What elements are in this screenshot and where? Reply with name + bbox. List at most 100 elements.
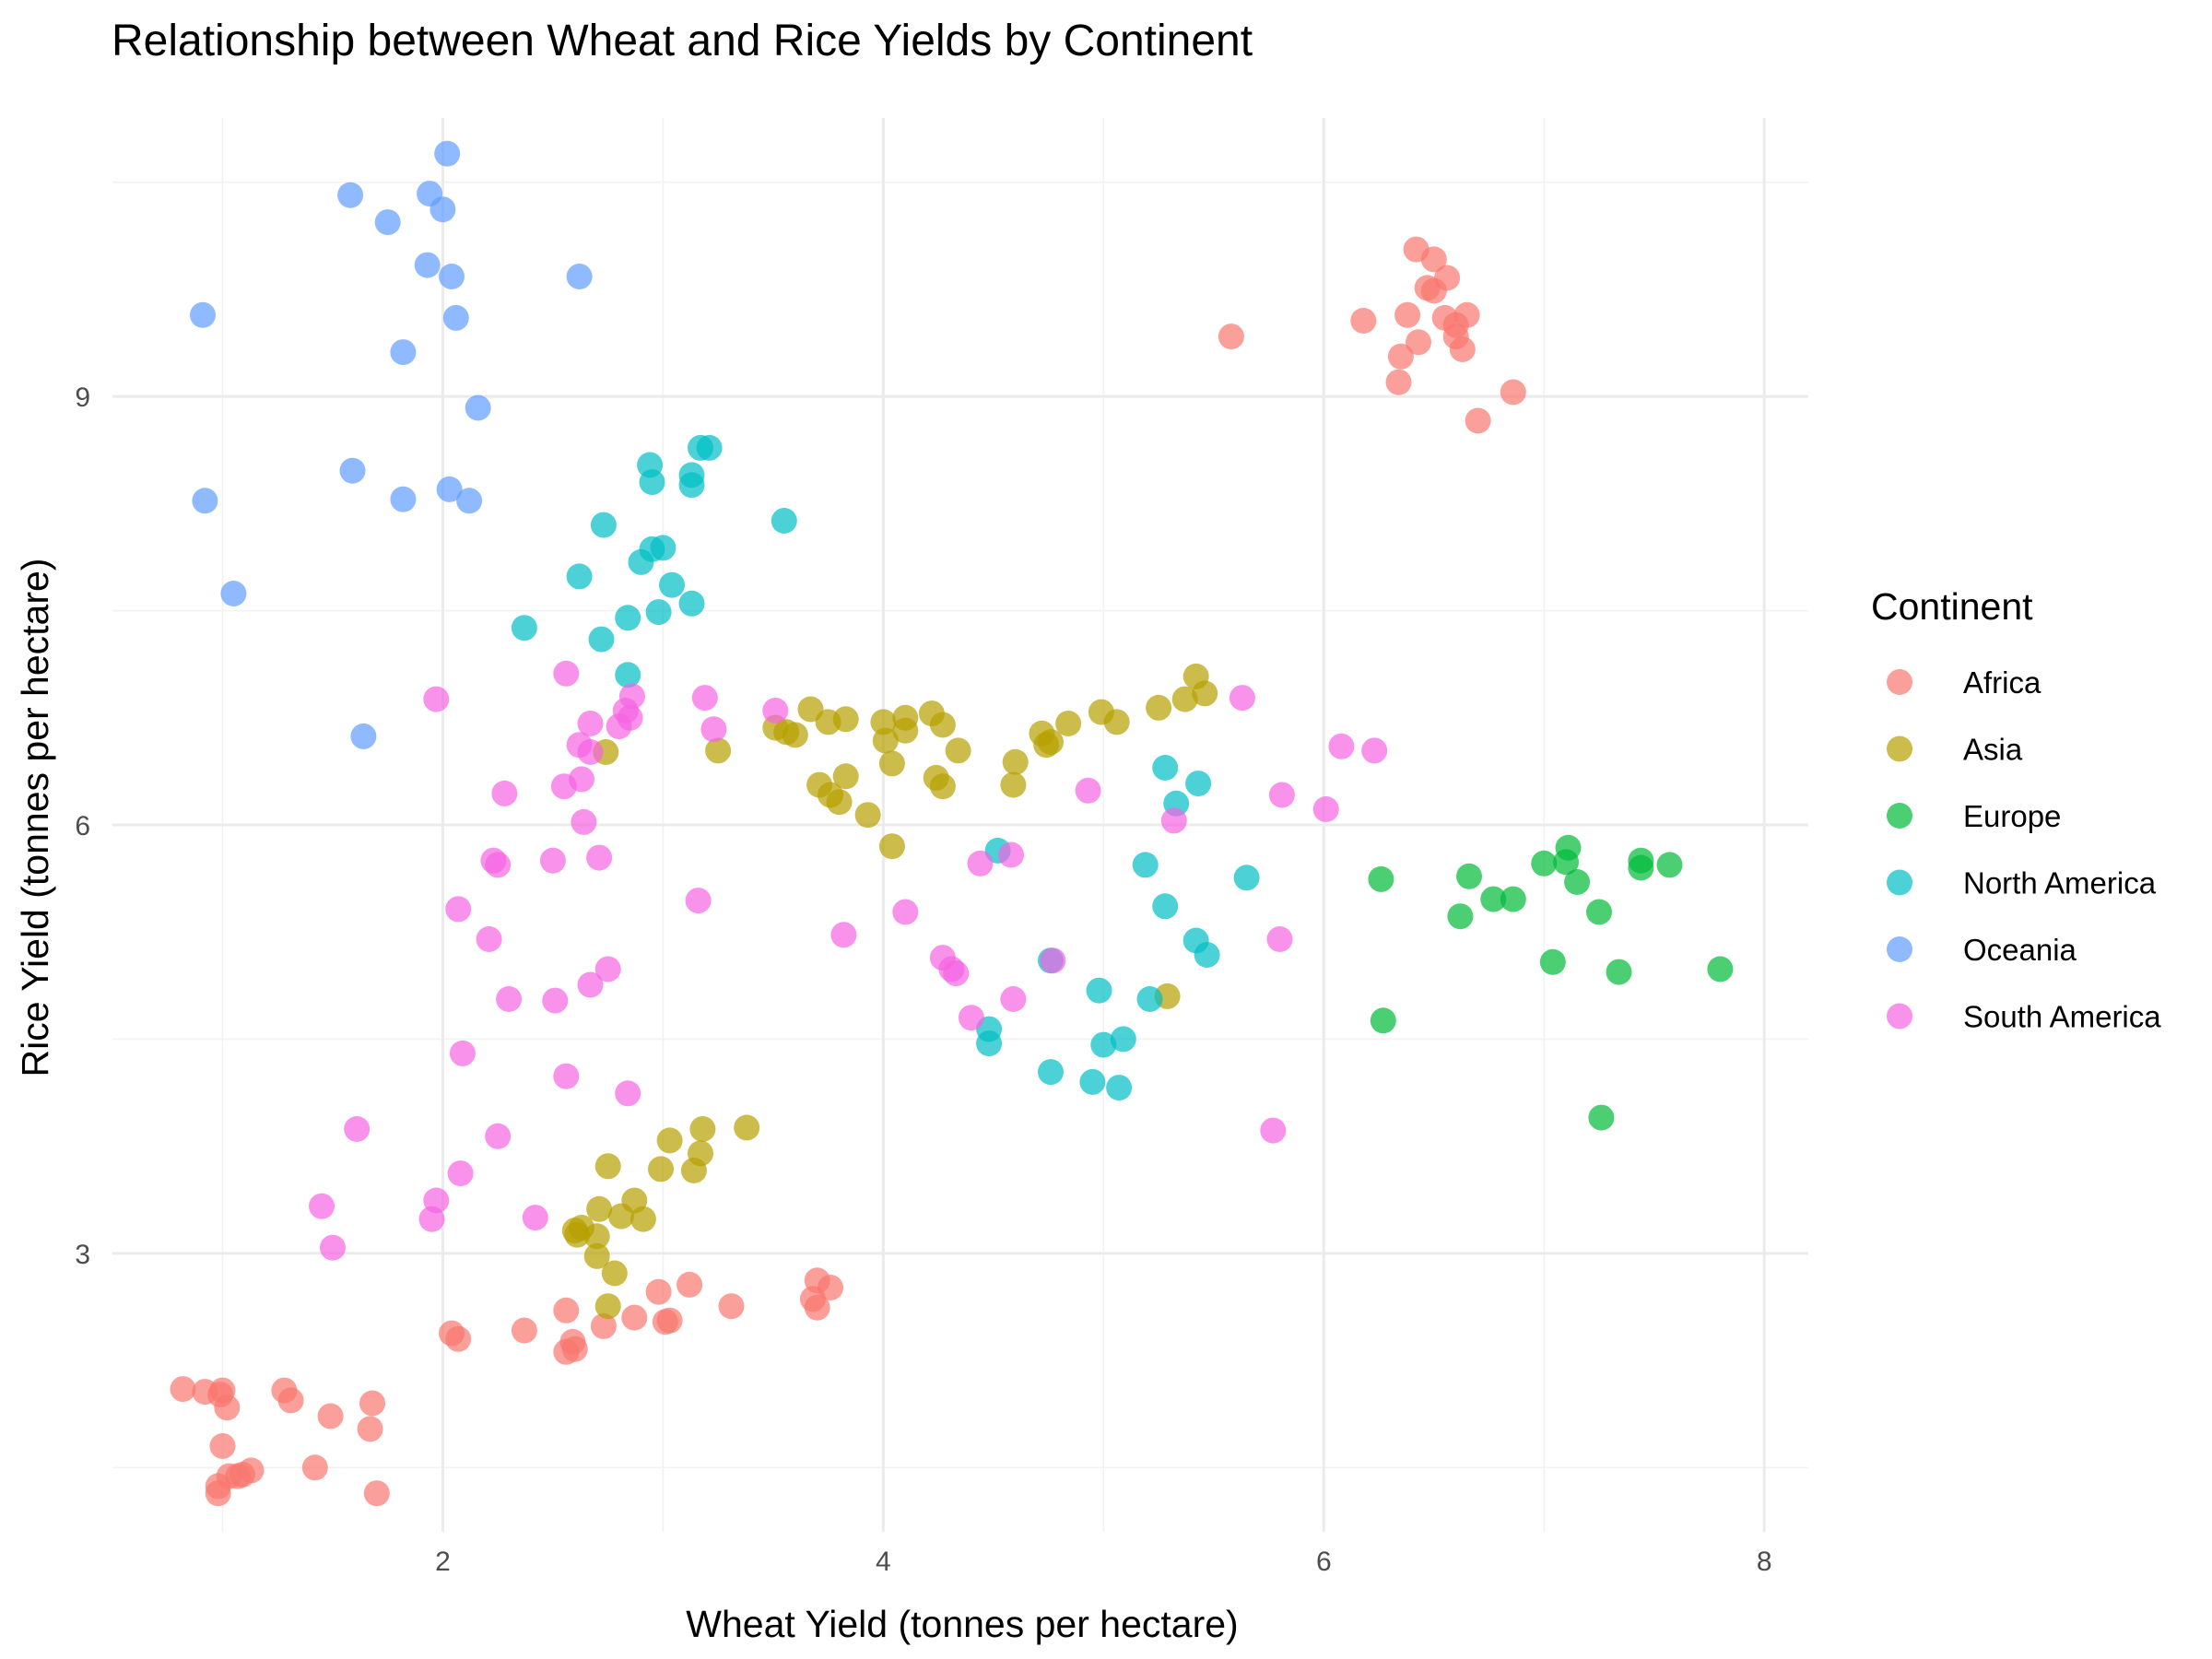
- data-point: [976, 1030, 1003, 1057]
- data-point: [700, 716, 727, 743]
- data-point: [680, 1158, 707, 1183]
- x-tick-label: 6: [1316, 1547, 1332, 1577]
- data-point: [190, 301, 216, 328]
- data-point: [1406, 329, 1431, 356]
- data-point: [434, 140, 461, 167]
- data-point: [1370, 1007, 1396, 1034]
- data-point: [1447, 903, 1474, 930]
- data-point: [491, 780, 518, 806]
- data-point: [456, 488, 483, 514]
- data-point: [586, 1195, 613, 1222]
- legend-label: Oceania: [1963, 933, 2077, 967]
- data-point: [350, 723, 377, 749]
- data-point: [1628, 854, 1654, 881]
- data-point: [1707, 956, 1734, 982]
- data-point: [359, 1390, 385, 1417]
- data-point: [301, 1454, 328, 1481]
- data-point: [872, 727, 899, 754]
- data-point: [1656, 852, 1683, 878]
- plot-grid: [112, 118, 1808, 1532]
- data-point: [878, 833, 905, 860]
- data-point: [1420, 277, 1447, 304]
- data-point: [1040, 947, 1066, 974]
- data-point: [1194, 942, 1220, 968]
- legend: Continent Africa Asia Europe North America O…: [1871, 585, 2161, 1034]
- data-point: [1500, 379, 1526, 406]
- data-point: [1312, 796, 1339, 822]
- data-point: [436, 476, 463, 502]
- data-point: [691, 685, 718, 712]
- data-point: [590, 512, 617, 538]
- data-point: [1086, 977, 1112, 1004]
- data-point: [339, 457, 366, 484]
- legend-key: [1887, 735, 1912, 762]
- data-point: [586, 844, 613, 871]
- x-tick-label: 8: [1757, 1547, 1772, 1577]
- data-point: [648, 1156, 674, 1182]
- data-point: [390, 339, 417, 366]
- data-point: [1192, 680, 1218, 707]
- data-point: [357, 1416, 383, 1442]
- data-point: [1152, 755, 1179, 781]
- data-point: [439, 264, 465, 289]
- data-point: [615, 1080, 641, 1107]
- data-point: [1000, 771, 1027, 798]
- data-point: [485, 852, 512, 878]
- data-point: [854, 802, 881, 829]
- data-point: [1465, 407, 1491, 434]
- data-point: [608, 1203, 634, 1230]
- data-point: [1002, 748, 1029, 775]
- data-point: [1449, 336, 1476, 362]
- data-point: [804, 1294, 830, 1321]
- data-point: [929, 712, 956, 738]
- data-point: [577, 739, 604, 765]
- data-point: [569, 766, 594, 793]
- data-point: [734, 1114, 760, 1141]
- legend-title: Continent: [1871, 585, 2033, 628]
- data-point: [390, 486, 417, 512]
- data-point: [542, 987, 569, 1014]
- data-point: [442, 304, 469, 331]
- data-point: [590, 1312, 617, 1339]
- data-point: [1361, 737, 1388, 764]
- data-point: [465, 394, 491, 421]
- data-point: [929, 773, 956, 800]
- data-point: [659, 571, 685, 598]
- data-point: [414, 252, 441, 278]
- data-point: [476, 926, 502, 952]
- data-point: [652, 1309, 678, 1335]
- data-point: [656, 1127, 683, 1154]
- data-point: [344, 1116, 371, 1142]
- data-point: [192, 488, 218, 514]
- data-point: [1106, 1075, 1133, 1101]
- data-point: [553, 1063, 580, 1089]
- data-point: [601, 1260, 628, 1287]
- data-point: [615, 662, 641, 688]
- data-point: [1268, 782, 1295, 808]
- data-point: [645, 1278, 672, 1305]
- legend-items: Africa Asia Europe North America Oceania Sout…: [1887, 665, 2161, 1034]
- legend-key: [1887, 669, 1912, 695]
- data-point: [628, 548, 654, 575]
- data-point: [1500, 886, 1526, 912]
- data-point: [594, 1153, 621, 1180]
- data-point: [677, 1271, 703, 1298]
- data-point: [553, 1297, 580, 1324]
- data-point: [564, 1221, 591, 1248]
- legend-label: Europe: [1963, 799, 2061, 833]
- data-point: [615, 605, 641, 631]
- data-point: [445, 1325, 472, 1352]
- data-point: [832, 763, 859, 790]
- data-point: [594, 956, 621, 982]
- data-point: [1420, 246, 1447, 273]
- data-point: [1132, 852, 1159, 878]
- data-point: [945, 737, 971, 764]
- data-point: [1385, 369, 1412, 395]
- data-point: [892, 717, 919, 744]
- data-point: [1586, 899, 1612, 925]
- legend-label: North America: [1963, 866, 2157, 900]
- data-point: [1160, 807, 1187, 834]
- data-point: [225, 1463, 252, 1489]
- data-point: [1456, 863, 1482, 889]
- data-point: [583, 1223, 610, 1250]
